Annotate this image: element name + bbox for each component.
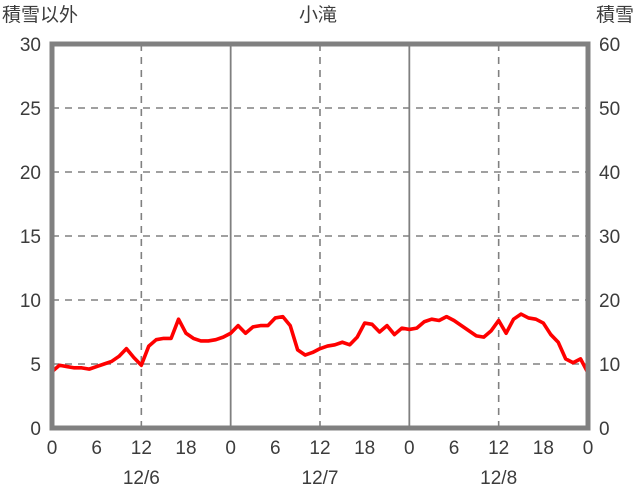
x-axis-day-label: 12/6 bbox=[123, 468, 160, 489]
x-axis-tick: 6 bbox=[270, 438, 281, 459]
x-axis-tick: 0 bbox=[225, 438, 236, 459]
x-axis-tick: 6 bbox=[449, 438, 460, 459]
x-axis-tick: 0 bbox=[47, 438, 58, 459]
series-line-other-than-snow bbox=[50, 312, 590, 375]
chart-title: 小滝 bbox=[298, 5, 337, 26]
right-axis-title: 積雪 bbox=[595, 5, 634, 26]
y-axis-tick-left: 10 bbox=[20, 291, 41, 312]
x-axis-tick: 6 bbox=[91, 438, 102, 459]
left-axis-title: 積雪以外 bbox=[2, 5, 79, 26]
y-axis-tick-left: 0 bbox=[30, 419, 41, 440]
x-axis-tick: 12 bbox=[488, 438, 509, 459]
y-axis-tick-left: 15 bbox=[20, 227, 41, 248]
x-axis-tick: 12 bbox=[131, 438, 152, 459]
y-axis-tick-left: 30 bbox=[20, 35, 41, 56]
x-axis-tick: 0 bbox=[404, 438, 415, 459]
plot-frame bbox=[49, 41, 591, 431]
y-axis-tick-right: 20 bbox=[599, 291, 620, 312]
y-axis-tick-left: 5 bbox=[30, 355, 41, 376]
x-axis-day-label: 12/7 bbox=[302, 468, 339, 489]
y-axis-tick-right: 60 bbox=[599, 35, 620, 56]
x-axis-tick: 0 bbox=[583, 438, 594, 459]
gridlines bbox=[52, 44, 588, 428]
x-axis-tick: 18 bbox=[354, 438, 375, 459]
y-axis-tick-right: 10 bbox=[599, 355, 620, 376]
x-axis-tick: 12 bbox=[309, 438, 330, 459]
x-axis-day-label: 12/8 bbox=[480, 468, 517, 489]
x-axis-tick: 18 bbox=[175, 438, 196, 459]
y-axis-tick-left: 20 bbox=[20, 163, 41, 184]
y-axis-tick-left: 25 bbox=[20, 99, 41, 120]
y-axis-tick-right: 40 bbox=[599, 163, 620, 184]
x-axis-tick: 18 bbox=[533, 438, 554, 459]
plot-border bbox=[49, 41, 591, 428]
y-axis-tick-right: 0 bbox=[599, 419, 610, 440]
y-axis-tick-right: 50 bbox=[599, 99, 620, 120]
y-axis-tick-right: 30 bbox=[599, 227, 620, 248]
